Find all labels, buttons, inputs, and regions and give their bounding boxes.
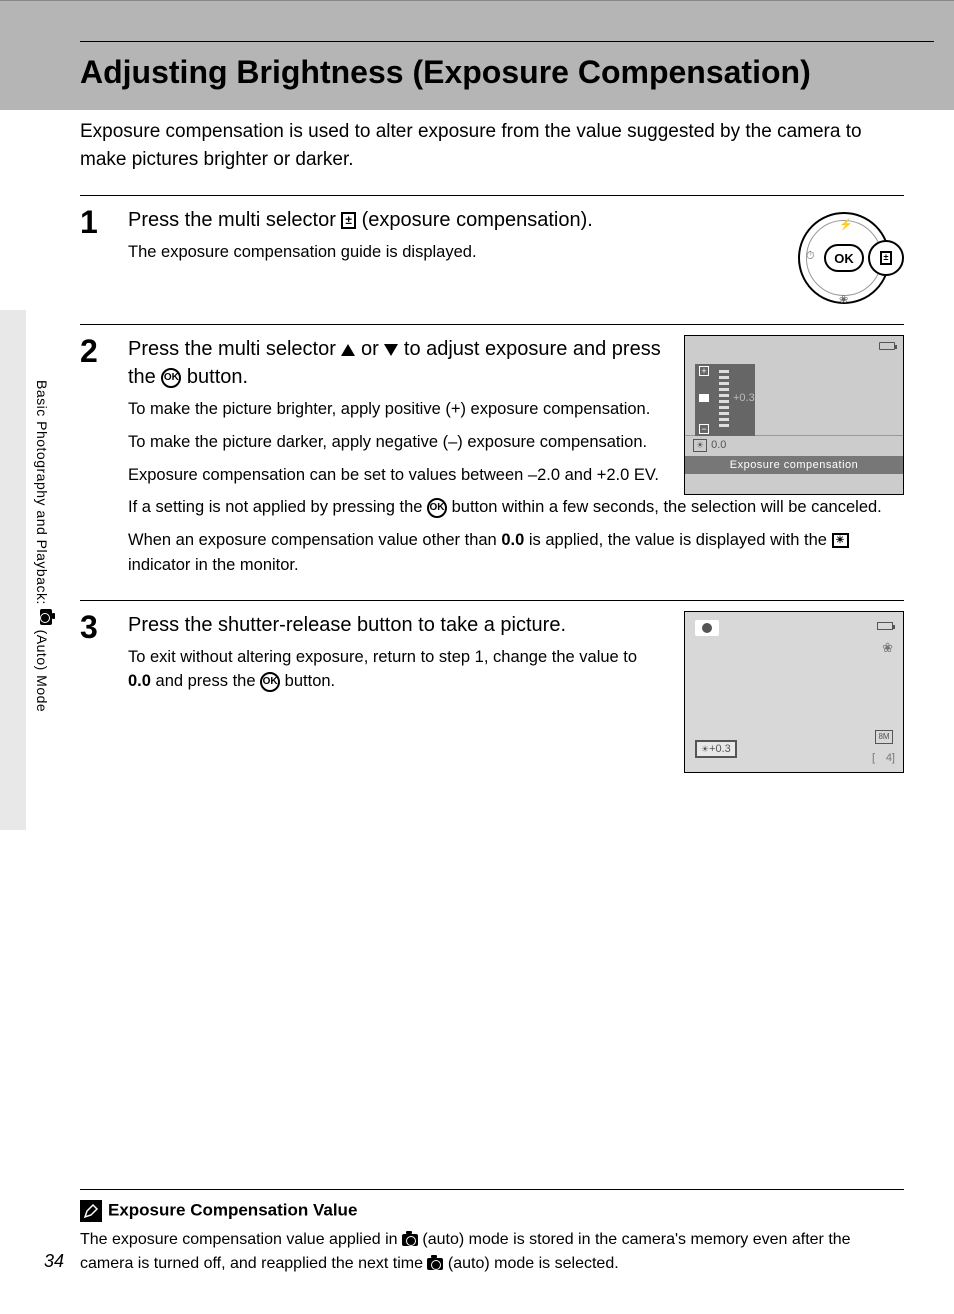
lcd-preview-exposure: + − +0.3 ☀ 0.0 Exposure compensation [684,335,904,495]
header-band: Adjusting Brightness (Exposure Compensat… [0,0,954,110]
ev-value: +0.3 [733,392,755,404]
camera-icon [427,1258,443,1270]
exposure-comp-icon: ± [880,251,893,265]
footer-title: Exposure Compensation Value [80,1189,904,1222]
battery-icon [877,622,893,630]
camera-mode-icon [695,620,719,636]
step-number: 2 [80,335,114,586]
step2-p3: Exposure compensation can be set to valu… [128,463,664,488]
flash-icon: ⚡ [839,218,853,231]
side-tab [0,310,26,830]
step3-title: Press the shutter-release button to take… [128,611,664,639]
lcd-preview-shoot: ❀ ☀+0.3 8M [ 4] [684,611,904,773]
highlighted-right-button: ± [868,240,904,276]
macro-icon: ❀ [882,640,893,656]
ev-current: 0.0 [711,439,726,451]
step2-p1: To make the picture brighter, apply posi… [128,397,664,422]
step-number: 1 [80,206,114,310]
exposure-comp-icon: ± [341,212,356,229]
step-1: 1 Press the multi selector ± (exposure c… [80,196,904,324]
ok-icon: OK [260,672,280,692]
side-label-post: (Auto) Mode [34,625,50,712]
down-arrow-icon [384,344,398,356]
minus-icon: − [699,424,709,434]
step2-p5: When an exposure compensation value othe… [128,528,904,578]
ok-icon: OK [427,498,447,518]
footer-text: The exposure compensation value applied … [80,1228,904,1276]
lcd-caption: Exposure compensation [685,456,903,474]
page-title: Adjusting Brightness (Exposure Compensat… [80,54,934,91]
step3-p1: To exit without altering exposure, retur… [128,645,664,695]
up-arrow-icon [341,344,355,356]
ev-indicator-icon: ☀ [693,439,707,452]
step1-sub: The exposure compensation guide is displ… [128,240,764,265]
camera-icon [40,609,52,625]
lcd-status-row: ☀ 0.0 [685,436,903,456]
step2-title: Press the multi selector or to adjust ex… [128,335,664,391]
step1-title: Press the multi selector ± (exposure com… [128,206,764,234]
camera-icon [402,1234,418,1246]
step-number: 3 [80,611,114,773]
zero-marker [699,394,709,402]
note-icon [80,1200,102,1222]
shots-remaining: 4] [886,752,895,764]
ev-indicator-icon: ☀ [832,533,849,548]
content-area: Exposure compensation is used to alter e… [80,118,904,787]
macro-icon: ❀ [839,293,848,306]
page-number: 34 [44,1251,64,1272]
plus-icon: + [699,366,709,376]
side-label-pre: Basic Photography and Playback: [34,380,50,609]
image-size-icon: 8M [875,730,893,744]
intro-paragraph: Exposure compensation is used to alter e… [80,118,904,173]
ev-scale: + − +0.3 [695,364,755,436]
ok-icon: OK [161,368,181,388]
ev-badge: ☀+0.3 [695,740,737,758]
step-2: 2 Press the multi selector or to adjust … [80,325,904,600]
multi-selector-diagram: ⚡ ❀ ⏱ OK ± [784,206,904,310]
ok-button-label: OK [824,244,864,272]
step2-p2: To make the picture darker, apply negati… [128,430,664,455]
timer-icon: ⏱ [806,250,815,263]
side-section-label: Basic Photography and Playback: (Auto) M… [34,380,54,712]
footer-note: Exposure Compensation Value The exposure… [80,1189,904,1276]
memory-icon: [ [872,752,875,764]
step-3: 3 Press the shutter-release button to ta… [80,601,904,787]
battery-icon [879,342,895,350]
step2-p4: If a setting is not applied by pressing … [128,495,904,520]
